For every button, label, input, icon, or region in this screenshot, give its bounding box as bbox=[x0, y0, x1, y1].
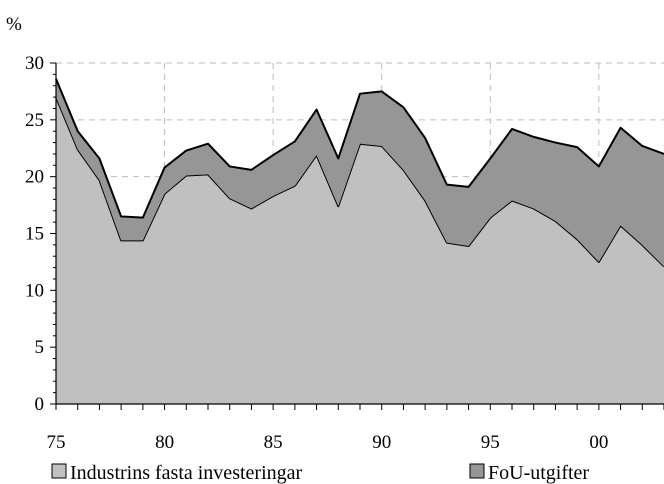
y-tick-label: 10 bbox=[25, 280, 44, 301]
legend-swatch-series-2 bbox=[469, 463, 485, 479]
tick-labels: 0 5 10 15 20 25 30 75 80 85 90 95 00 bbox=[25, 53, 608, 453]
y-tick-label: 5 bbox=[35, 337, 45, 358]
x-tick-label: 80 bbox=[155, 432, 174, 453]
y-axis-unit-label: % bbox=[6, 14, 22, 35]
line-series-2 bbox=[55, 78, 664, 219]
x-tick-label: 90 bbox=[372, 432, 391, 453]
axes bbox=[50, 62, 664, 410]
x-tick-label: 00 bbox=[589, 432, 608, 453]
legend-label-series-1: Industrins fasta investeringar bbox=[70, 462, 302, 484]
area-series-1 bbox=[56, 97, 664, 404]
y-tick-label: 15 bbox=[25, 224, 44, 245]
y-tick-label: 20 bbox=[25, 167, 44, 188]
x-tick-label: 95 bbox=[481, 432, 500, 453]
y-tick-label: 25 bbox=[25, 110, 44, 131]
legend: Industrins fasta investeringar FoU-utgift… bbox=[51, 462, 589, 484]
y-tick-label: 0 bbox=[35, 394, 45, 415]
y-tick-label: 30 bbox=[25, 53, 44, 74]
x-tick-label: 75 bbox=[47, 432, 66, 453]
legend-swatch-series-1 bbox=[51, 463, 67, 479]
stacked-areas bbox=[55, 78, 664, 404]
area-series-2 bbox=[56, 78, 664, 267]
x-tick-label: 85 bbox=[264, 432, 283, 453]
legend-label-series-2: FoU-utgifter bbox=[488, 462, 589, 484]
